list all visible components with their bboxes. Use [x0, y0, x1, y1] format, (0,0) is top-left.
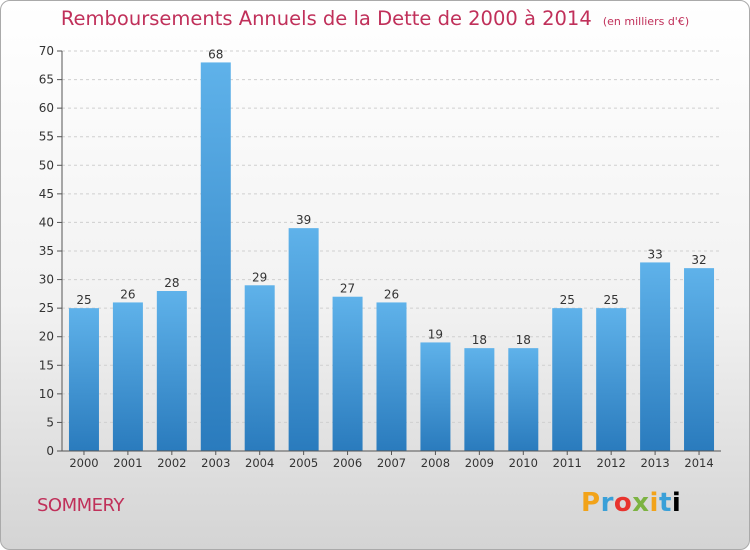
- bar: [200, 62, 231, 452]
- x-tick-label: 2011: [553, 456, 582, 470]
- y-tick-label: 45: [39, 187, 54, 201]
- x-tick-label: 2004: [245, 456, 274, 470]
- chart-subtitle: (en milliers d'€): [602, 15, 690, 28]
- y-tick-label: 35: [39, 244, 54, 258]
- bar-value-label: 39: [296, 213, 311, 227]
- bar-value-label: 25: [560, 293, 575, 307]
- x-tick-label: 2003: [201, 456, 230, 470]
- y-tick-label: 50: [39, 158, 54, 172]
- title-row: Remboursements Annuels de la Dette de 20…: [1, 7, 749, 30]
- brand-letter: r: [600, 488, 614, 518]
- bar-value-label: 25: [604, 293, 619, 307]
- bar: [288, 228, 319, 451]
- bar: [640, 262, 671, 451]
- x-tick-label: 2001: [113, 456, 142, 470]
- bar-value-label: 25: [76, 293, 91, 307]
- x-tick-label: 2010: [509, 456, 538, 470]
- bar: [684, 268, 715, 451]
- bar-value-label: 33: [647, 247, 662, 261]
- x-tick-label: 2008: [421, 456, 450, 470]
- bar-value-label: 68: [208, 47, 223, 61]
- bar-value-label: 28: [164, 276, 179, 290]
- y-tick-label: 25: [39, 301, 54, 315]
- chart-title: Remboursements Annuels de la Dette de 20…: [60, 7, 592, 30]
- y-tick-label: 40: [39, 215, 54, 229]
- brand-letter: P: [581, 488, 601, 518]
- bar-value-label: 26: [384, 287, 399, 301]
- x-tick-label: 2014: [684, 456, 713, 470]
- x-tick-label: 2002: [157, 456, 186, 470]
- brand-logo: Proxiti: [581, 488, 681, 518]
- bar: [464, 348, 495, 451]
- bar: [332, 296, 363, 451]
- brand-letter: t: [658, 488, 672, 518]
- y-tick-label: 65: [39, 73, 54, 87]
- location-name: SOMMERY: [37, 495, 124, 516]
- bar: [508, 348, 539, 451]
- bar: [244, 285, 275, 451]
- x-tick-label: 2012: [597, 456, 626, 470]
- y-tick-label: 30: [39, 273, 54, 287]
- y-tick-label: 20: [39, 330, 54, 344]
- bar: [420, 342, 451, 451]
- bar: [156, 291, 187, 451]
- brand-letter: i: [671, 488, 682, 518]
- x-tick-label: 2013: [640, 456, 669, 470]
- bar-value-label: 18: [472, 333, 487, 347]
- x-tick-label: 2009: [465, 456, 494, 470]
- x-tick-label: 2000: [69, 456, 98, 470]
- bar: [552, 308, 583, 451]
- brand-letter: i: [649, 488, 659, 518]
- y-tick-label: 10: [39, 387, 54, 401]
- x-tick-label: 2005: [289, 456, 318, 470]
- bar-value-label: 29: [252, 270, 267, 284]
- bar-value-label: 26: [120, 287, 135, 301]
- y-tick-label: 0: [46, 444, 54, 458]
- x-tick-label: 2007: [377, 456, 406, 470]
- bar: [596, 308, 627, 451]
- bar: [68, 308, 99, 451]
- bar-value-label: 18: [516, 333, 531, 347]
- bar: [112, 302, 143, 451]
- bar-value-label: 27: [340, 282, 355, 296]
- y-tick-label: 15: [39, 358, 54, 372]
- x-tick-label: 2006: [333, 456, 362, 470]
- y-tick-label: 60: [39, 101, 54, 115]
- brand-letter: x: [632, 488, 650, 518]
- brand-letter: o: [613, 488, 633, 518]
- bar-value-label: 32: [691, 253, 706, 267]
- bar-value-label: 19: [428, 327, 443, 341]
- y-tick-label: 5: [46, 415, 54, 429]
- y-tick-label: 70: [39, 44, 54, 58]
- y-tick-label: 55: [39, 130, 54, 144]
- bar: [376, 302, 407, 451]
